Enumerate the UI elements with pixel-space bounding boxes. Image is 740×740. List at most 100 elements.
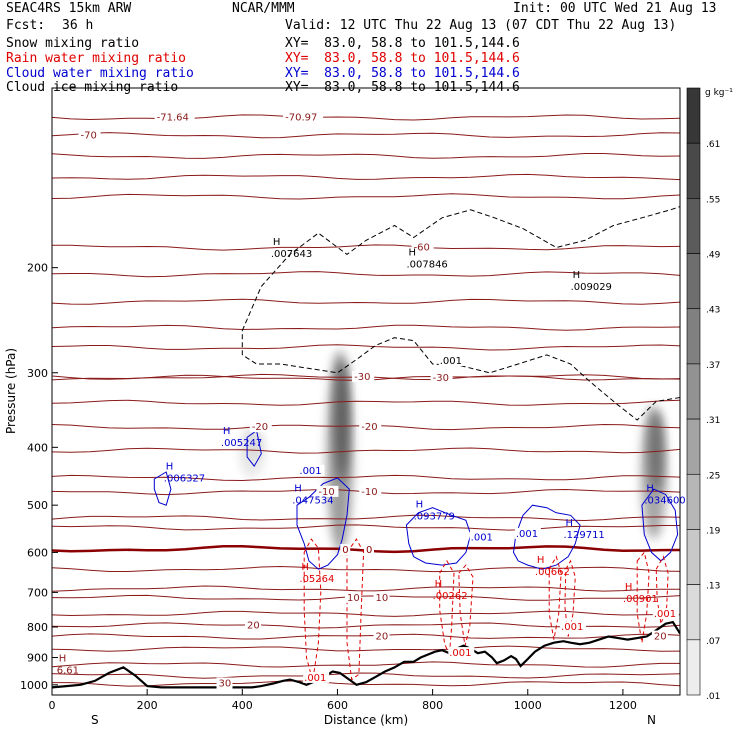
rain-contour: [636, 551, 650, 643]
max-marker: H: [573, 270, 581, 281]
temperature-contour: [52, 672, 680, 679]
colorbar-swatch: [686, 584, 701, 641]
contour-value-label: .001: [654, 609, 676, 620]
contour-label-bg: [469, 531, 496, 543]
temperature-contour: [52, 474, 680, 482]
temperature-contour: [52, 244, 680, 251]
contour-value-label: .001: [449, 648, 471, 659]
center-name: NCAR/MMM: [232, 1, 295, 16]
max-marker: H: [301, 562, 309, 573]
temperature-contour-label: -20: [361, 422, 377, 433]
x-tick-label: 0: [49, 699, 56, 712]
init-time: Init: 00 UTC Wed 21 Aug 13: [513, 1, 717, 16]
max-value-label: .00662: [535, 567, 570, 578]
field-cloud-name: Cloud water mixing ratio: [6, 66, 194, 81]
snow-plume-core: [648, 411, 663, 493]
ice-contours: [241, 206, 680, 421]
field-cloud-xy: XY= 83.0, 58.8 to 101.5,144.6: [285, 66, 520, 81]
max-marker: H: [435, 579, 443, 590]
y-tick-label: 400: [27, 441, 48, 454]
y-tick-label: 600: [27, 546, 48, 559]
temperature-contour-label: -30: [354, 372, 370, 383]
max-marker: H: [166, 461, 174, 472]
max-value-label: .05264: [299, 574, 334, 585]
contour-value-label: .001: [299, 466, 321, 477]
zero-label-bg: [340, 543, 351, 555]
temperature-contour: [52, 610, 680, 617]
y-tick-label: 700: [27, 586, 48, 599]
temperature-label-bg: [651, 630, 668, 642]
contour-label-bg: [514, 527, 541, 539]
contour-label-bg: [560, 621, 587, 633]
max-marker: H: [273, 237, 281, 248]
max-marker: H: [537, 555, 545, 566]
cloud-water-contour: [641, 488, 679, 562]
snow-plume-core: [246, 429, 261, 461]
temperature-contour: [52, 633, 680, 640]
temperature-contour: [52, 661, 680, 668]
temperature-contour: [52, 324, 680, 331]
y-tick-label: 1000: [20, 679, 48, 692]
endpoint-left-label: S: [91, 713, 99, 727]
rain-contour: [439, 559, 455, 657]
y-tick-label: 500: [27, 499, 48, 512]
temperature-contour: [52, 132, 680, 139]
plot-frame: [51, 87, 681, 696]
ice-contour: [241, 206, 680, 331]
temperature-contour-label: -20: [252, 422, 268, 433]
temperature-contour: [52, 193, 680, 200]
x-tick-label: 400: [232, 699, 253, 712]
max-marker: H: [565, 518, 573, 529]
temperature-contour-label: -70.97: [285, 112, 317, 123]
temperature-contour: [52, 524, 680, 531]
rain-contour: [655, 555, 669, 624]
temperature-contour: [52, 114, 680, 121]
colorbar-tick-label: .07: [706, 637, 720, 647]
colorbar-swatch: [686, 363, 701, 420]
y-tick-label: 200: [27, 262, 48, 275]
zero-isotherm-label: 0: [366, 545, 372, 556]
temperature-label-bg: [373, 591, 390, 603]
cloud-water-contour: [296, 477, 350, 570]
contour-label-bg: [298, 464, 325, 476]
y-axis-label: Pressure (hPa): [4, 348, 18, 434]
ice-contour: [241, 330, 680, 421]
temperature-contour: [52, 680, 680, 687]
x-tick-label: 200: [137, 699, 158, 712]
max-value-label: .005247: [221, 438, 262, 449]
snow-plume-core: [334, 360, 349, 482]
temperature-contour: [52, 645, 680, 652]
valid-time: Valid: 12 UTC Thu 22 Aug 13 (07 CDT Thu …: [285, 18, 677, 33]
temperature-label-bg: [359, 485, 382, 497]
colorbar-swatch: [686, 639, 701, 696]
zero-isotherm-label: 0: [342, 545, 348, 556]
temperature-contour: [52, 585, 680, 592]
x-tick-label: 600: [327, 699, 348, 712]
colorbar-swatch: [686, 87, 701, 144]
x-tick-label: 1000: [514, 699, 542, 712]
temperature-contour-label: 20: [654, 632, 667, 643]
rain-contour: [346, 538, 365, 681]
max-value-label: .047534: [292, 496, 333, 507]
colorbar: .61 .55 .49 .43 .37 .31 .25 .19 .13 .07 .01 g kg⁻¹: [686, 87, 733, 702]
temperature-label-bg: [249, 421, 272, 433]
temperature-contours: [52, 114, 680, 687]
max-marker: H: [294, 484, 302, 495]
contour-value-label: .001: [516, 529, 538, 540]
rain-contours: [303, 538, 669, 682]
temperature-label-bg: [154, 111, 195, 123]
x-tick-label: 1200: [609, 699, 637, 712]
temperature-contour-label: 10: [347, 593, 360, 604]
y-tick-label: 800: [27, 621, 48, 634]
temperature-label-bg: [283, 111, 324, 123]
contour-value-label: .001: [304, 673, 326, 684]
colorbar-tick-label: .13: [706, 582, 720, 592]
cloud-water-contour: [512, 504, 581, 570]
colorbar-swatch: [686, 142, 701, 199]
rain-contour: [548, 555, 562, 640]
colorbar-swatch: [686, 529, 701, 585]
colorbar-swatch: [686, 198, 701, 254]
temperature-label-bg: [216, 677, 233, 689]
temperature-contour: [52, 344, 680, 351]
cloud-water-contour: [153, 471, 172, 506]
